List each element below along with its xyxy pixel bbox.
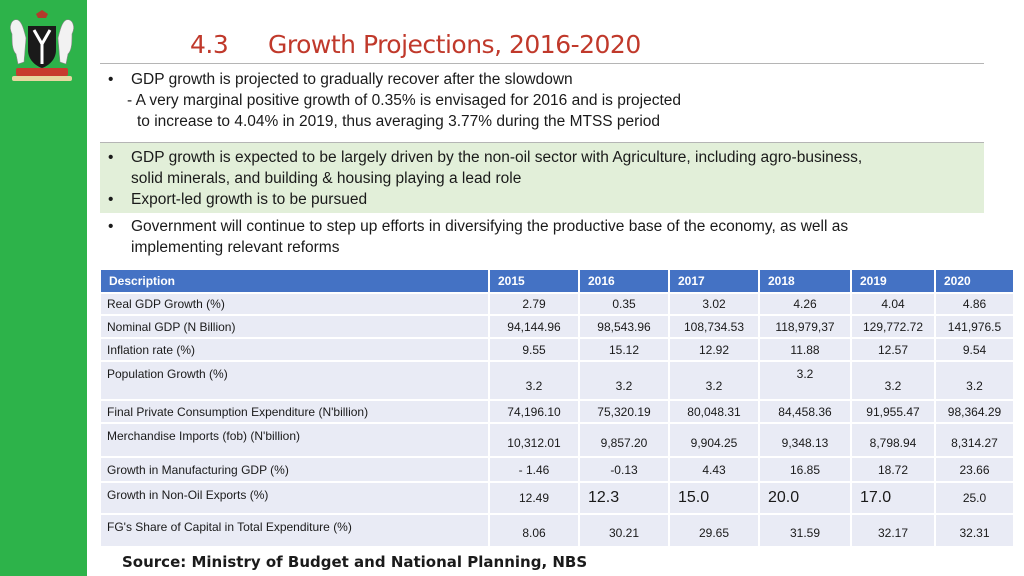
row-label: Growth in Non-Oil Exports (%)	[101, 481, 490, 513]
sidebar-green-bar	[0, 0, 87, 576]
bullet-item: GDP growth is projected to gradually rec…	[100, 69, 984, 90]
title-text: Growth Projections, 2016-2020	[268, 30, 641, 59]
header-year: 2020	[936, 270, 1013, 292]
row-label: Inflation rate (%)	[101, 337, 490, 360]
coat-of-arms-icon	[2, 4, 82, 86]
row-label: Final Private Consumption Expenditure (N…	[101, 399, 490, 422]
table-cell: 3.2	[670, 360, 760, 399]
table-cell: 3.02	[670, 292, 760, 314]
table-cell: 80,048.31	[670, 399, 760, 422]
header-year: 2019	[852, 270, 936, 292]
title-divider	[100, 63, 984, 64]
table-row: Growth in Non-Oil Exports (%) 12.49 12.3…	[101, 481, 1013, 513]
table-cell: 74,196.10	[490, 399, 580, 422]
table-header-row: Description 2015 2016 2017 2018 2019 202…	[101, 270, 1013, 292]
table-row: Merchandise Imports (fob) (N'billion) 10…	[101, 422, 1013, 456]
table-cell: 2.79	[490, 292, 580, 314]
table-cell: 3.2	[852, 360, 936, 399]
table-cell: 118,979,37	[760, 314, 852, 337]
table-row: Real GDP Growth (%) 2.79 0.35 3.02 4.26 …	[101, 292, 1013, 314]
bullet-block-diversification: Government will continue to step up effo…	[100, 216, 984, 258]
table-cell: 23.66	[936, 456, 1013, 481]
table-cell: 32.31	[936, 513, 1013, 546]
table-cell: 98,543.96	[580, 314, 670, 337]
table-cell: 3.2	[490, 360, 580, 399]
table-cell: 12.57	[852, 337, 936, 360]
table-row: Final Private Consumption Expenditure (N…	[101, 399, 1013, 422]
title-number: 4.3	[190, 30, 229, 59]
table-cell: 3.2	[936, 360, 1013, 399]
table-cell: 12.92	[670, 337, 760, 360]
row-label: Nominal GDP (N Billion)	[101, 314, 490, 337]
row-label: Real GDP Growth (%)	[101, 292, 490, 314]
header-description: Description	[101, 270, 490, 292]
table-cell: 4.43	[670, 456, 760, 481]
table-cell: 9,348.13	[760, 422, 852, 456]
table-cell: 8,314.27	[936, 422, 1013, 456]
table-row: Nominal GDP (N Billion) 94,144.96 98,543…	[101, 314, 1013, 337]
table-cell: 141,976.5	[936, 314, 1013, 337]
table-cell: 4.26	[760, 292, 852, 314]
table-cell: 4.04	[852, 292, 936, 314]
table-cell: 12.49	[490, 481, 580, 513]
table-cell: 91,955.47	[852, 399, 936, 422]
bullet-item: Export-led growth is to be pursued	[100, 189, 984, 210]
bullet-continuation: implementing relevant reforms	[131, 239, 340, 256]
bullet-item: GDP growth is expected to be largely dri…	[100, 143, 984, 168]
table-cell: 30.21	[580, 513, 670, 546]
table-cell: 18.72	[852, 456, 936, 481]
table-cell: 31.59	[760, 513, 852, 546]
table-cell: 32.17	[852, 513, 936, 546]
header-year: 2016	[580, 270, 670, 292]
table-cell: 10,312.01	[490, 422, 580, 456]
table-cell: 8.06	[490, 513, 580, 546]
table-cell: 9.54	[936, 337, 1013, 360]
table-cell: 9,857.20	[580, 422, 670, 456]
row-label: Merchandise Imports (fob) (N'billion)	[101, 422, 490, 456]
header-year: 2018	[760, 270, 852, 292]
table-cell: 129,772.72	[852, 314, 936, 337]
table-cell: 4.86	[936, 292, 1013, 314]
table-cell: -0.13	[580, 456, 670, 481]
table-cell: 84,458.36	[760, 399, 852, 422]
row-label: FG's Share of Capital in Total Expenditu…	[101, 513, 490, 546]
table-cell: 9,904.25	[670, 422, 760, 456]
table-cell: 94,144.96	[490, 314, 580, 337]
table-cell: 16.85	[760, 456, 852, 481]
projections-table: Description 2015 2016 2017 2018 2019 202…	[101, 270, 1013, 546]
source-note: Source: Ministry of Budget and National …	[122, 553, 588, 571]
table-cell: 17.0	[852, 481, 936, 513]
table-cell: 108,734.53	[670, 314, 760, 337]
bullet-continuation: solid minerals, and building & housing p…	[131, 170, 522, 187]
table-cell: 15.0	[670, 481, 760, 513]
slide-title: 4.3 Growth Projections, 2016-2020	[190, 30, 641, 59]
row-label: Growth in Manufacturing GDP (%)	[101, 456, 490, 481]
table-cell: 3.2	[760, 360, 852, 399]
table-cell: 25.0	[936, 481, 1013, 513]
row-label: Population Growth (%)	[101, 360, 490, 399]
sub-bullet-line: - A very marginal positive growth of 0.3…	[127, 92, 682, 109]
table-row: Growth in Manufacturing GDP (%) - 1.46 -…	[101, 456, 1013, 481]
table-cell: 15.12	[580, 337, 670, 360]
bullet-block-growth-drivers: GDP growth is expected to be largely dri…	[100, 142, 984, 213]
table-row: Population Growth (%) 3.2 3.2 3.2 3.2 3.…	[101, 360, 1013, 399]
table-row: Inflation rate (%) 9.55 15.12 12.92 11.8…	[101, 337, 1013, 360]
table-cell: 9.55	[490, 337, 580, 360]
table-cell: - 1.46	[490, 456, 580, 481]
table-cell: 29.65	[670, 513, 760, 546]
header-year: 2015	[490, 270, 580, 292]
sub-bullet-line: to increase to 4.04% in 2019, thus avera…	[137, 113, 661, 130]
bullet-block-gdp-recovery: GDP growth is projected to gradually rec…	[100, 69, 984, 132]
table-cell: 8,798.94	[852, 422, 936, 456]
table-row: FG's Share of Capital in Total Expenditu…	[101, 513, 1013, 546]
table-cell: 20.0	[760, 481, 852, 513]
table-cell: 75,320.19	[580, 399, 670, 422]
table-cell: 98,364.29	[936, 399, 1013, 422]
table-cell: 3.2	[580, 360, 670, 399]
table-cell: 0.35	[580, 292, 670, 314]
header-year: 2017	[670, 270, 760, 292]
bullet-item: Government will continue to step up effo…	[100, 216, 984, 237]
table-cell: 12.3	[580, 481, 670, 513]
table-cell: 11.88	[760, 337, 852, 360]
